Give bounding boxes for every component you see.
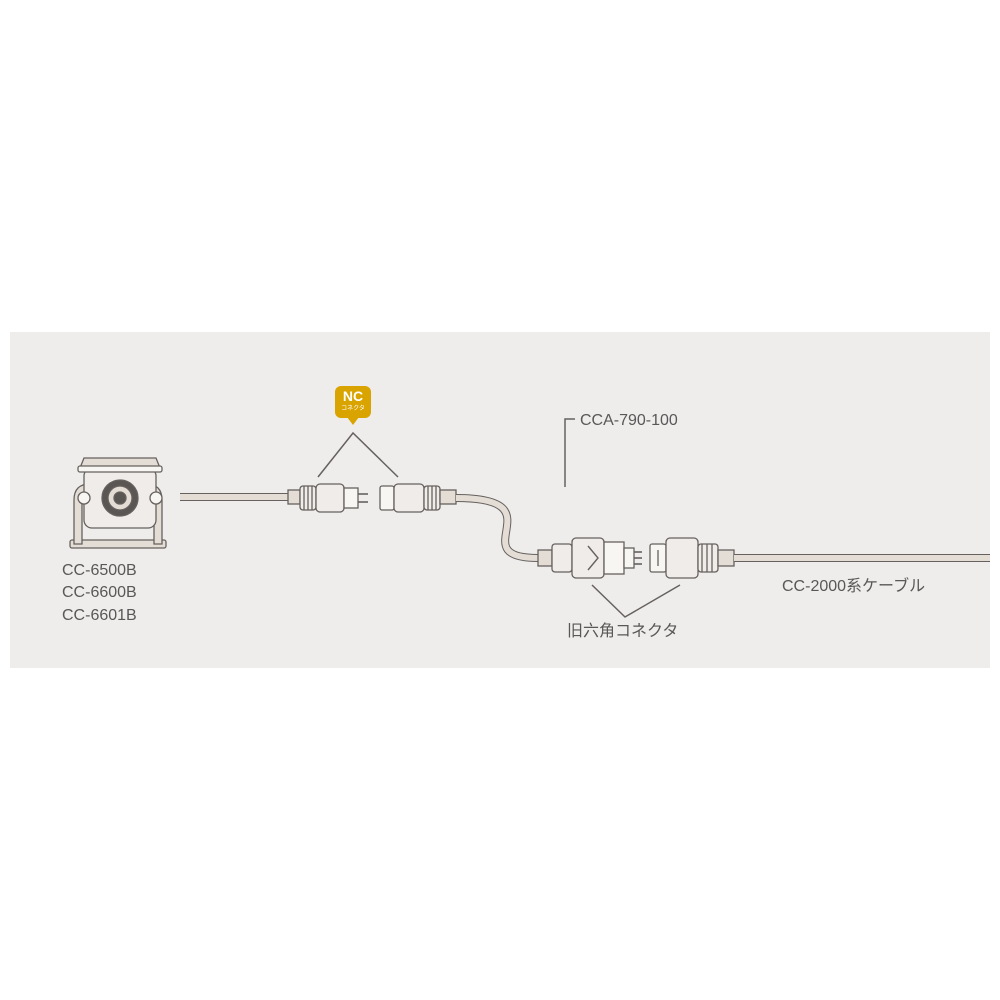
nc-connector-male-icon bbox=[288, 484, 368, 512]
hex-connector-left-icon bbox=[538, 538, 642, 578]
hex-callout-line bbox=[592, 585, 680, 617]
nc-callout-line bbox=[318, 433, 398, 477]
camera-icon bbox=[70, 458, 166, 548]
hex-connector-right-icon bbox=[650, 538, 734, 578]
adapter-s-cable bbox=[456, 498, 538, 558]
connection-diagram-svg bbox=[0, 0, 1000, 1000]
diagram-canvas: NC コネクタ CC-6500BCC-6600BCC-6601B CCA-790… bbox=[0, 0, 1000, 1000]
nc-connector-female-icon bbox=[380, 484, 456, 512]
adapter-leader-line bbox=[565, 419, 575, 487]
